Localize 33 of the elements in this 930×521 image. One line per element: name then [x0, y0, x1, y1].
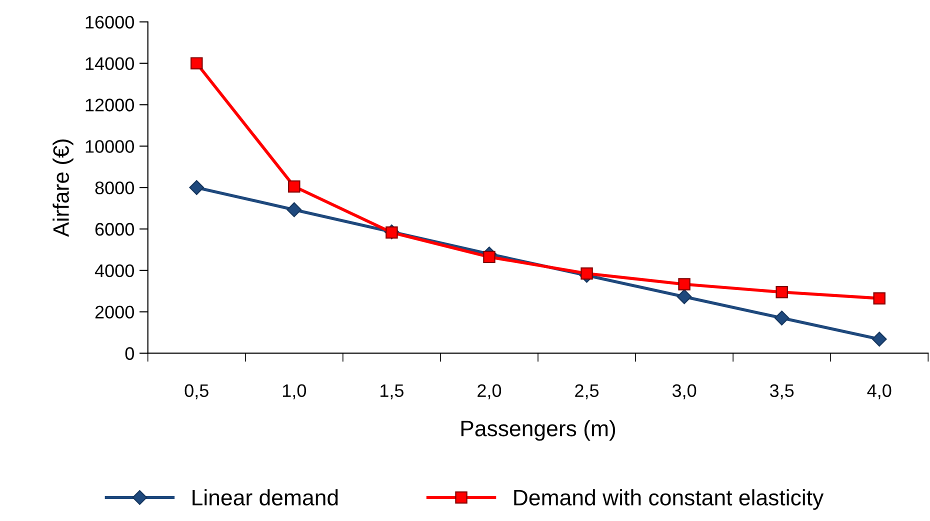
x-tick-label: 2,5	[575, 384, 599, 400]
point	[873, 292, 886, 304]
point	[774, 310, 790, 326]
x-tick-label: 1,5	[380, 384, 404, 400]
x-tick-label: 2,0	[478, 384, 502, 400]
point	[776, 286, 788, 298]
x-axis-title: Passengers (m)	[461, 420, 616, 441]
point	[676, 289, 692, 304]
y-tick-label: 4000	[94, 264, 134, 278]
y-tick-label: 12000	[86, 98, 134, 112]
y-tick-label: 14000	[86, 57, 134, 70]
y-tick-label: 8000	[95, 181, 134, 194]
x-tick-label: 0,5	[184, 384, 208, 400]
point	[288, 180, 300, 193]
point	[580, 267, 593, 280]
y-tick-label: 0	[125, 347, 134, 360]
point	[190, 57, 203, 70]
legend-label: Demand with constant elasticity	[514, 489, 824, 510]
y-axis-title: Airfare (€)	[52, 140, 74, 237]
y-tick-label: 2000	[95, 306, 134, 319]
y-tick-label: 10000	[86, 140, 134, 153]
y-tick-label: 16000	[86, 16, 134, 29]
x-tick-label: 3,5	[770, 384, 794, 400]
point	[678, 278, 690, 290]
point	[189, 180, 204, 195]
point	[483, 250, 496, 264]
point	[872, 332, 887, 347]
legend-label: Linear demand	[192, 489, 338, 506]
y-tick-label: 6000	[95, 222, 134, 236]
x-tick-label: 1,0	[283, 384, 306, 400]
x-tick-label: 4,0	[867, 384, 892, 400]
x-tick-label: 3,0	[672, 384, 696, 400]
point	[286, 202, 302, 218]
